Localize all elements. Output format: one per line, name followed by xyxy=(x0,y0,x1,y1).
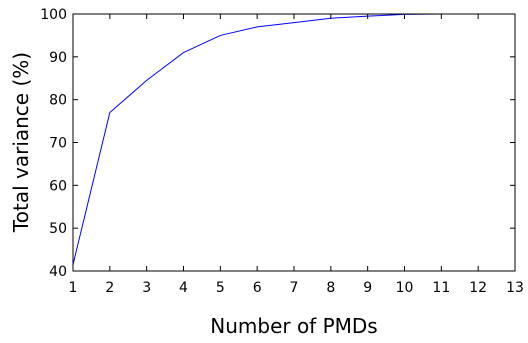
x-tick-label: 9 xyxy=(363,280,372,296)
plot-frame xyxy=(72,13,516,272)
y-tick-label: 60 xyxy=(49,178,67,194)
x-tick-label: 11 xyxy=(432,280,450,296)
plot-area xyxy=(73,14,515,271)
y-tick-label: 100 xyxy=(40,7,67,23)
y-axis-title: Total variance (%) xyxy=(9,52,33,233)
x-tick-label: 4 xyxy=(179,280,188,296)
x-tick-label: 12 xyxy=(469,280,487,296)
y-tick-label: 80 xyxy=(49,93,67,109)
x-tick-label: 8 xyxy=(326,280,335,296)
x-tick-label: 2 xyxy=(105,280,114,296)
x-tick-label: 3 xyxy=(142,280,151,296)
y-tick-label: 40 xyxy=(49,264,67,280)
x-tick-label: 5 xyxy=(216,280,225,296)
x-axis-title: Number of PMDs xyxy=(210,314,377,338)
x-tick-label: 10 xyxy=(396,280,414,296)
y-tick-label: 90 xyxy=(49,50,67,66)
y-tick-label: 70 xyxy=(49,136,67,152)
x-tick-label: 7 xyxy=(290,280,299,296)
x-tick-label: 6 xyxy=(253,280,262,296)
y-tick-label: 50 xyxy=(49,221,67,237)
x-tick-label: 13 xyxy=(506,280,524,296)
x-tick-label: 1 xyxy=(69,280,78,296)
